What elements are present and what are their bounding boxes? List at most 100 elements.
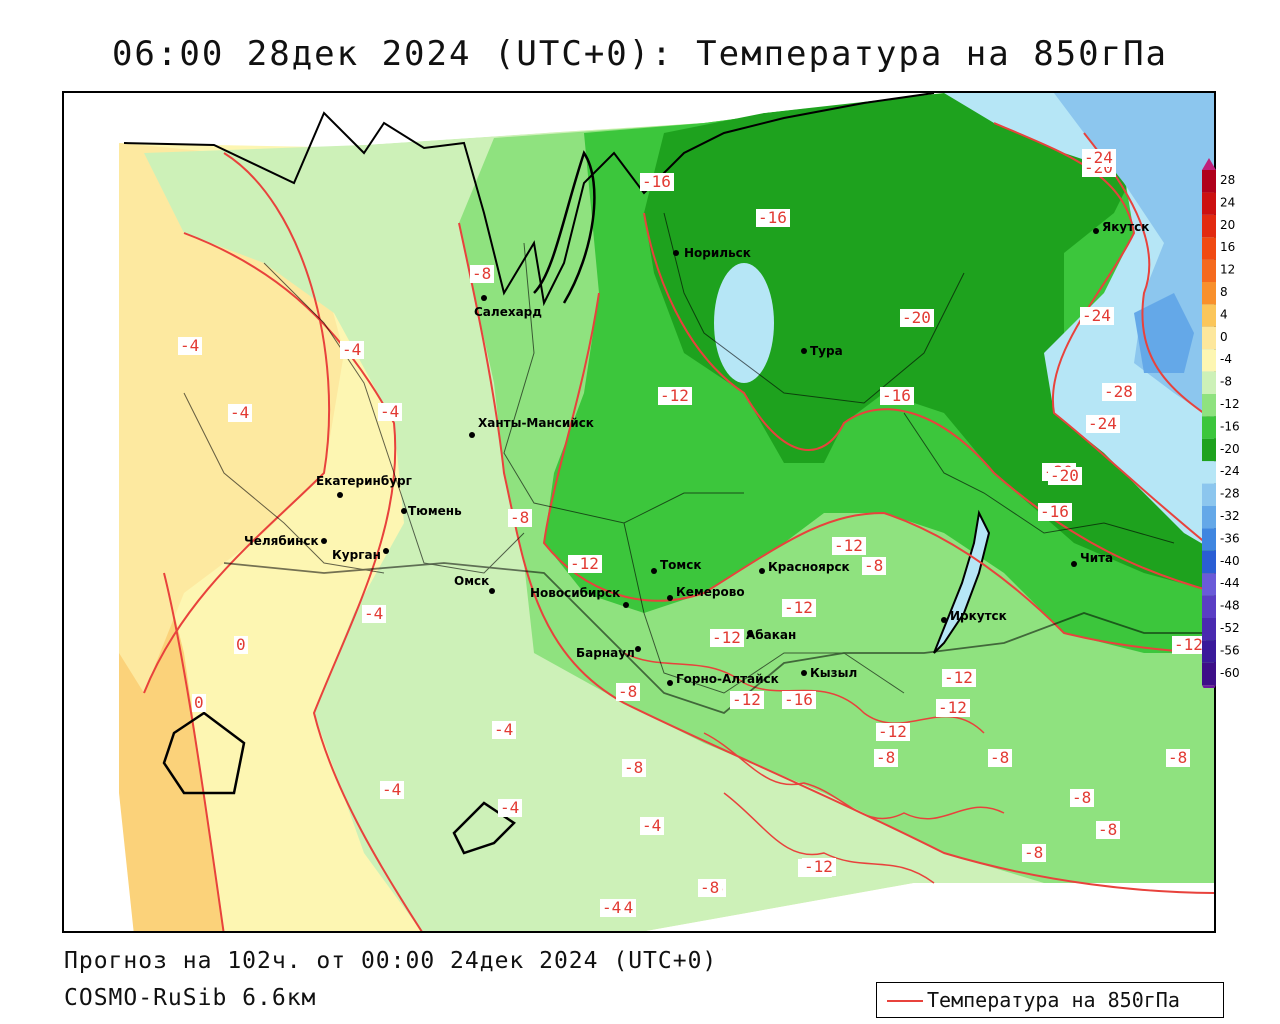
- isoline-label-bg: [988, 749, 1012, 767]
- city-label: Барнаул: [576, 646, 635, 660]
- isoline-label: -8: [1072, 788, 1091, 807]
- colorbar-swatch: [1202, 573, 1216, 596]
- isoline-label-bg: [900, 309, 934, 327]
- map-panel[interactable]: -16-16-20-24-20-24-8-4-4-4-4-12-16-20-28…: [62, 91, 1216, 933]
- colorbar-swatch: [1202, 506, 1216, 529]
- city-label: Екатеринбург: [316, 474, 412, 488]
- city-label: Салехард: [474, 305, 542, 319]
- colorbar-tick-label: -24: [1220, 464, 1240, 478]
- city-dot: [651, 568, 657, 574]
- colorbar: 28 24 20 16 12 8 4 0 -4 -8 -12 -16 -20 -24 -28 -32 -36 -4…: [1202, 158, 1240, 688]
- colorbar-swatch: [1202, 640, 1216, 663]
- isoline-m24: [1083, 132, 1214, 422]
- lake-baikal: [933, 509, 991, 654]
- colorbar-swatch: [1202, 438, 1216, 462]
- coastline-yamal: [533, 150, 596, 304]
- colorbar-swatch: [1202, 528, 1216, 551]
- isoline-label-bg: [640, 173, 674, 191]
- isoline-label-bg: [378, 403, 402, 421]
- colorbar-tick-label: -60: [1220, 666, 1240, 680]
- admin-border-6: [663, 212, 965, 404]
- isoline-label: -8: [1024, 843, 1043, 862]
- isoline-label-bg: [880, 387, 914, 405]
- colorbar-swatch: [1202, 326, 1216, 350]
- colorbar-swatch: [1202, 304, 1216, 327]
- isoline-labels: -16-16-20-24-20-24-8-4-4-4-4-12-16-20-28…: [178, 148, 1206, 917]
- isoline-label-bg: [1096, 821, 1120, 839]
- colorbar-tick-label: -40: [1220, 554, 1240, 568]
- isoline-label-bg: [178, 337, 202, 355]
- colorbar-tick-label: 12: [1220, 263, 1235, 277]
- isoline-label: -12: [944, 668, 973, 687]
- isoline-label: -20: [1050, 466, 1079, 485]
- isoline-m4-north: [143, 152, 331, 694]
- isoline-label-bg: [876, 723, 910, 741]
- isoline-label: 0: [194, 693, 204, 712]
- isoline-label: -16: [758, 208, 787, 227]
- isoline-label: -8: [618, 682, 637, 701]
- isoline-label-bg: [1086, 415, 1120, 433]
- isoline-label-bg: [492, 721, 516, 739]
- isoline-label-bg: [234, 636, 248, 654]
- city-dot: [623, 602, 629, 608]
- isoline-label-bg: [730, 691, 764, 709]
- isoline-label-bg: [1166, 749, 1190, 767]
- city-dot: [469, 432, 475, 438]
- colorbar-swatch: [1202, 371, 1216, 394]
- island-1: [162, 711, 246, 795]
- map-title: 06:00 28дек 2024 (UTC+0): Температура на…: [111, 34, 1169, 74]
- isoline-label-bg: [640, 817, 664, 835]
- city-label: Горно-Алтайск: [676, 672, 779, 686]
- isoline-label: -8: [472, 264, 491, 283]
- isoline-label: -24: [1082, 306, 1111, 325]
- colorbar-tick-label: 0: [1220, 330, 1228, 344]
- temperature-map: -16-16-20-24-20-24-8-4-4-4-4-12-16-20-28…: [64, 93, 1214, 931]
- isoline-label-bg: [616, 683, 640, 701]
- isoline-label-bg: [1070, 789, 1094, 807]
- colorbar-swatch: [1202, 237, 1216, 260]
- city-dot: [801, 348, 807, 354]
- isoline-label: -12: [878, 722, 907, 741]
- isoline-mountain-1: [623, 652, 985, 734]
- city-label: Чита: [1080, 551, 1113, 565]
- city-label: Кемерово: [676, 585, 745, 599]
- colorbar-swatch: [1202, 259, 1216, 282]
- admin-border-1: [263, 262, 525, 574]
- isoline-label-bg: [710, 629, 744, 647]
- admin-border-4: [903, 412, 1175, 544]
- isoline-label: -4: [494, 720, 513, 739]
- city-dot: [337, 492, 343, 498]
- isoline-label: -4: [382, 780, 401, 799]
- isoline-label-bg: [362, 605, 386, 623]
- isoline-label: -12: [804, 857, 833, 876]
- isoline-label-bg: [340, 341, 364, 359]
- city-dot: [801, 670, 807, 676]
- colorbar-tick-label: 28: [1220, 173, 1235, 187]
- isoline-m4: [183, 232, 423, 931]
- isoline-label-bg: [1102, 383, 1136, 401]
- isoline-label-bg: [568, 555, 602, 573]
- isoline-label: -12: [834, 536, 863, 555]
- isoline-label-bg: [782, 691, 816, 709]
- city-dot: [489, 588, 495, 594]
- isoline-label-bg: [756, 209, 790, 227]
- isoline-label-bg: [874, 749, 898, 767]
- isoline-label: -12: [570, 554, 599, 573]
- outside-domain-southeast: [646, 883, 1214, 931]
- city-label: Челябинск: [244, 534, 319, 548]
- isoline-label: -4: [500, 798, 519, 817]
- city-label: Ханты-Мансийск: [478, 416, 594, 430]
- colorbar-tick-label: -48: [1220, 599, 1240, 613]
- city-dot: [759, 568, 765, 574]
- isoline-label: -12: [712, 628, 741, 647]
- isoline-label-bg: [658, 387, 692, 405]
- border-layer: [183, 212, 1214, 715]
- city-dot: [1071, 561, 1077, 567]
- city-label: Омск: [454, 574, 489, 588]
- isoline-label: -16: [642, 172, 671, 191]
- isoline-label-bg: [622, 759, 646, 777]
- isoline-label: -12: [938, 698, 967, 717]
- city-dot: [635, 646, 641, 652]
- legend-label: Температура на 850гПа: [927, 988, 1180, 1012]
- city-label: Красноярск: [768, 560, 850, 574]
